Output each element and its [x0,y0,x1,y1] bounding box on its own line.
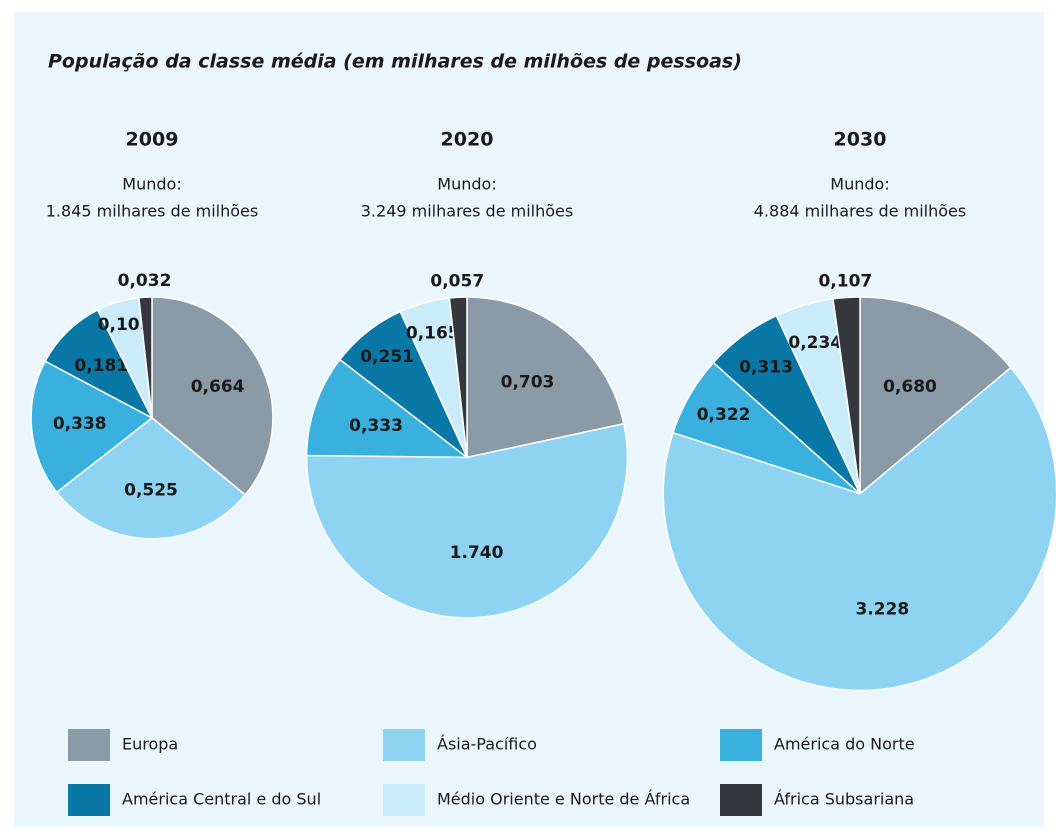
pie-title: 2009 [126,129,179,151]
value-label: 0,680 [883,377,937,397]
value-label: 0,107 [818,272,872,292]
legend-swatch [720,784,762,816]
pie-subtitle: Mundo: [122,175,181,194]
value-label: 0,032 [118,271,172,291]
pie-slice [138,296,153,418]
legend-label: Ásia-Pacífico [437,735,537,754]
value-label: 0,165 [406,324,460,344]
value-label: 0,525 [124,480,178,500]
pie-subtitle: 1.845 milhares de milhões [46,202,258,221]
legend-label: Médio Oriente e Norte de África [437,790,690,809]
legend-label: América Central e do Sul [122,790,321,809]
chart-title: População da classe média (em milhares d… [48,51,742,73]
pie-slice [44,308,154,420]
value-label: 0,181 [74,356,128,376]
pie-subtitle: 4.884 milhares de milhões [754,202,966,221]
pie-slice [55,416,247,540]
value-label: 0,057 [430,271,484,291]
value-label: 0,313 [739,357,793,377]
pie-slice [151,296,274,496]
legend-swatch [383,729,425,761]
pie-slice [305,422,629,619]
pie-title: 2020 [441,129,494,151]
pie-slice [466,296,625,459]
legend-label: Europa [122,735,178,754]
legend-swatch [68,729,110,761]
pie-subtitle: Mundo: [437,175,496,194]
value-label: 0,234 [788,333,842,353]
legend-label: África Subsariana [774,790,914,809]
value-label: 0,333 [349,416,403,436]
pie-subtitle: Mundo: [830,175,889,194]
legend-label: América do Norte [774,735,915,754]
value-label: 3.228 [855,600,909,620]
pie-slice [305,358,470,459]
pie-subtitle: 3.249 milhares de milhões [361,202,573,221]
pie-slice [448,296,468,458]
value-label: 0,105 [98,315,152,335]
value-label: 1.740 [450,543,504,563]
value-label: 0,251 [360,347,414,367]
value-label: 0,703 [501,373,555,393]
pie-slice [832,296,861,494]
legend-swatch [720,729,762,761]
pie-title: 2030 [834,129,887,151]
value-label: 0,322 [697,405,751,425]
legend-swatch [68,784,110,816]
pie-slice [859,296,1012,496]
value-label: 0,664 [191,377,245,397]
legend-swatch [383,784,425,816]
pie-slice [30,360,154,494]
value-label: 0,338 [53,414,107,434]
